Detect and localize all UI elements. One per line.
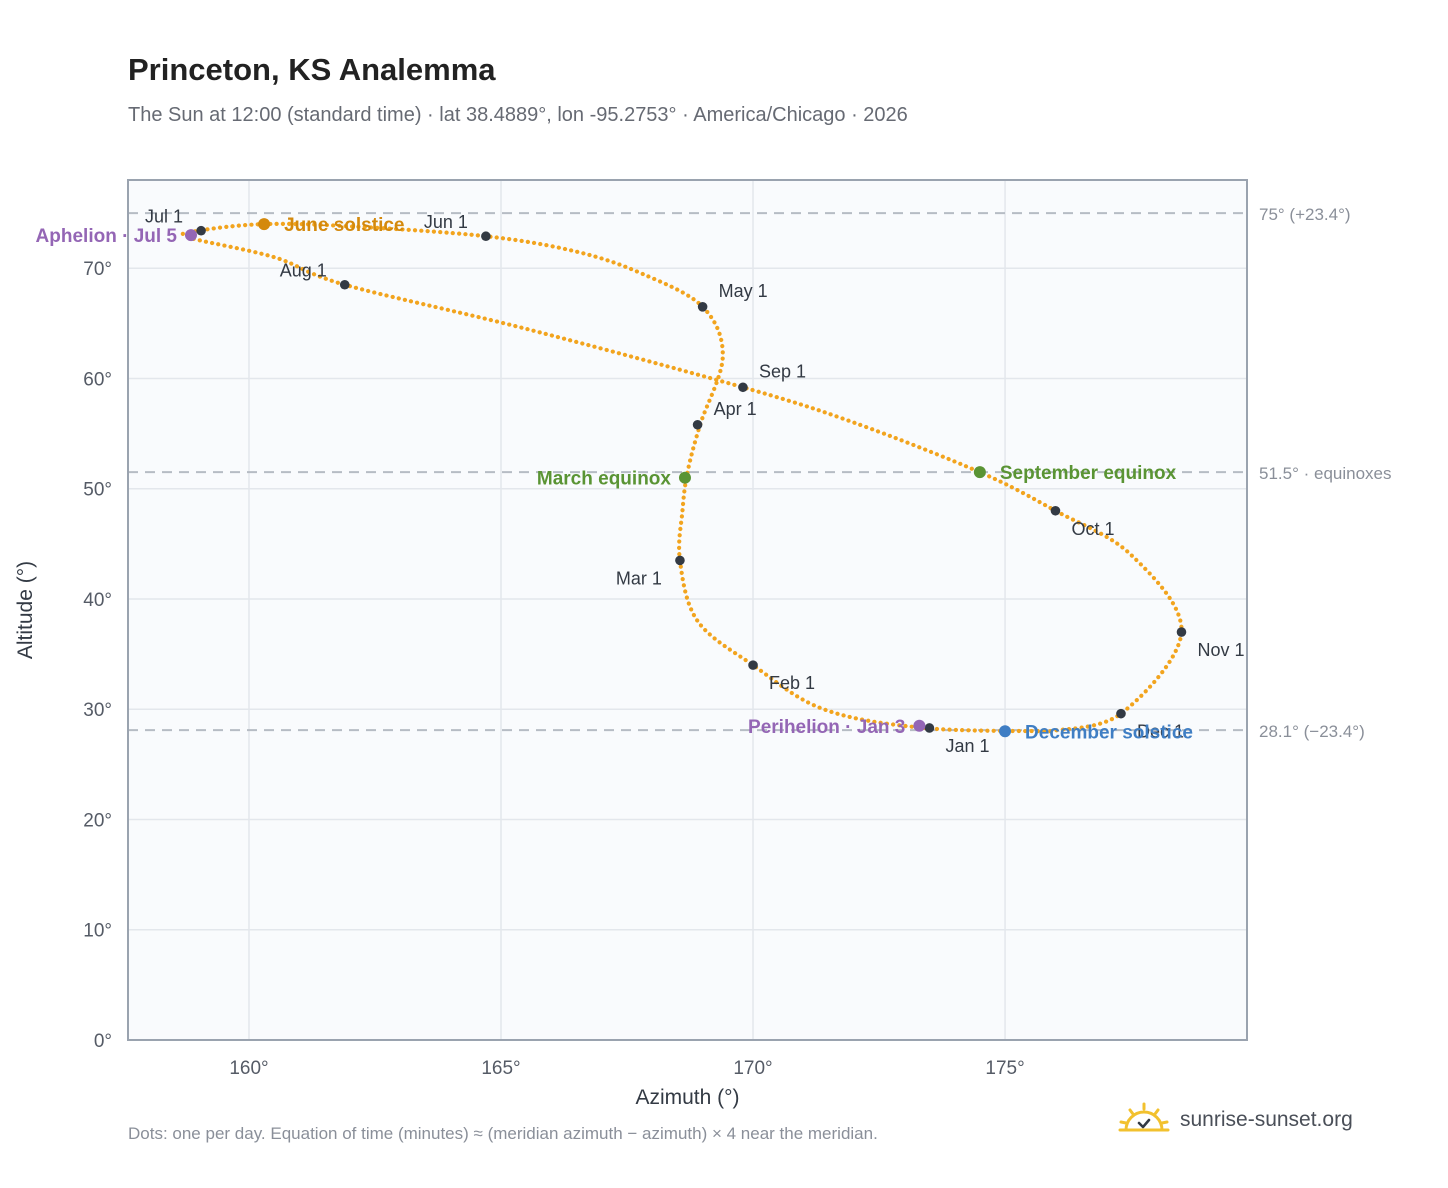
- sun-logo-icon: [1118, 1102, 1170, 1132]
- y-tick-label: 40°: [83, 590, 112, 611]
- chart-title: Princeton, KS Analemma: [128, 52, 496, 87]
- event-label: December solstice: [1025, 722, 1193, 743]
- brand-name: sunrise-sunset.org: [1180, 1108, 1353, 1131]
- month-marker: [675, 555, 685, 566]
- x-tick-label: 165°: [481, 1058, 520, 1079]
- month-marker: [196, 225, 206, 236]
- y-tick-label: 70°: [83, 259, 112, 280]
- y-tick-label: 20°: [83, 810, 112, 831]
- event-label: Aphelion · Jul 5: [36, 226, 178, 247]
- event-marker: [973, 466, 986, 479]
- x-tick-label: 175°: [985, 1058, 1024, 1079]
- event-label: September equinox: [1000, 463, 1177, 484]
- reference-line-label: 28.1° (−23.4°): [1259, 722, 1365, 741]
- y-tick-label: 10°: [83, 921, 112, 942]
- month-marker: [738, 382, 748, 393]
- y-tick-label: 60°: [83, 369, 112, 390]
- month-label: Dec 1: [1137, 722, 1184, 742]
- event-label: March equinox: [537, 469, 672, 490]
- y-tick-label: 50°: [83, 480, 112, 501]
- event-marker: [258, 218, 271, 231]
- month-label: Mar 1: [616, 568, 662, 588]
- event-label: June solstice: [284, 215, 404, 236]
- footnote: Dots: one per day. Equation of time (min…: [128, 1124, 878, 1143]
- reference-line-label: 75° (+23.4°): [1259, 205, 1351, 224]
- month-label: Jun 1: [424, 212, 468, 232]
- event-marker: [913, 719, 926, 732]
- event-marker: [678, 471, 691, 484]
- month-label: Jul 1: [145, 207, 183, 227]
- month-label: Jan 1: [945, 736, 989, 756]
- month-marker: [1050, 505, 1061, 516]
- month-label: May 1: [719, 281, 768, 301]
- x-tick-label: 160°: [229, 1058, 268, 1079]
- month-marker: [924, 723, 935, 733]
- month-label: Apr 1: [714, 399, 757, 419]
- y-tick-label: 0°: [94, 1031, 112, 1052]
- month-label: Aug 1: [280, 261, 327, 281]
- month-label: Nov 1: [1197, 640, 1244, 660]
- month-marker: [1176, 627, 1187, 637]
- month-label: Sep 1: [759, 361, 806, 381]
- month-label: Feb 1: [769, 673, 815, 693]
- month-marker: [748, 660, 758, 670]
- analemma-path: [180, 221, 1184, 734]
- month-label: Oct 1: [1071, 519, 1114, 539]
- brand[interactable]: sunrise-sunset.org: [1118, 1102, 1353, 1138]
- month-marker: [697, 301, 708, 312]
- plot-frame: [127, 179, 1248, 1041]
- y-axis-label: Altitude (°): [14, 561, 37, 659]
- month-marker: [692, 419, 703, 430]
- month-marker: [1116, 708, 1126, 719]
- month-marker: [481, 231, 491, 242]
- x-tick-label: 170°: [733, 1058, 772, 1079]
- event-marker: [999, 725, 1012, 738]
- y-tick-label: 30°: [83, 700, 112, 721]
- month-marker: [339, 279, 350, 290]
- x-axis-label: Azimuth (°): [635, 1086, 739, 1109]
- reference-line-label: 51.5° · equinoxes: [1259, 464, 1392, 483]
- event-label: Perihelion · Jan 3: [748, 717, 905, 738]
- plot-area: [128, 180, 1247, 1040]
- event-marker: [185, 229, 198, 242]
- chart-subtitle: The Sun at 12:00 (standard time) · lat 3…: [128, 104, 908, 126]
